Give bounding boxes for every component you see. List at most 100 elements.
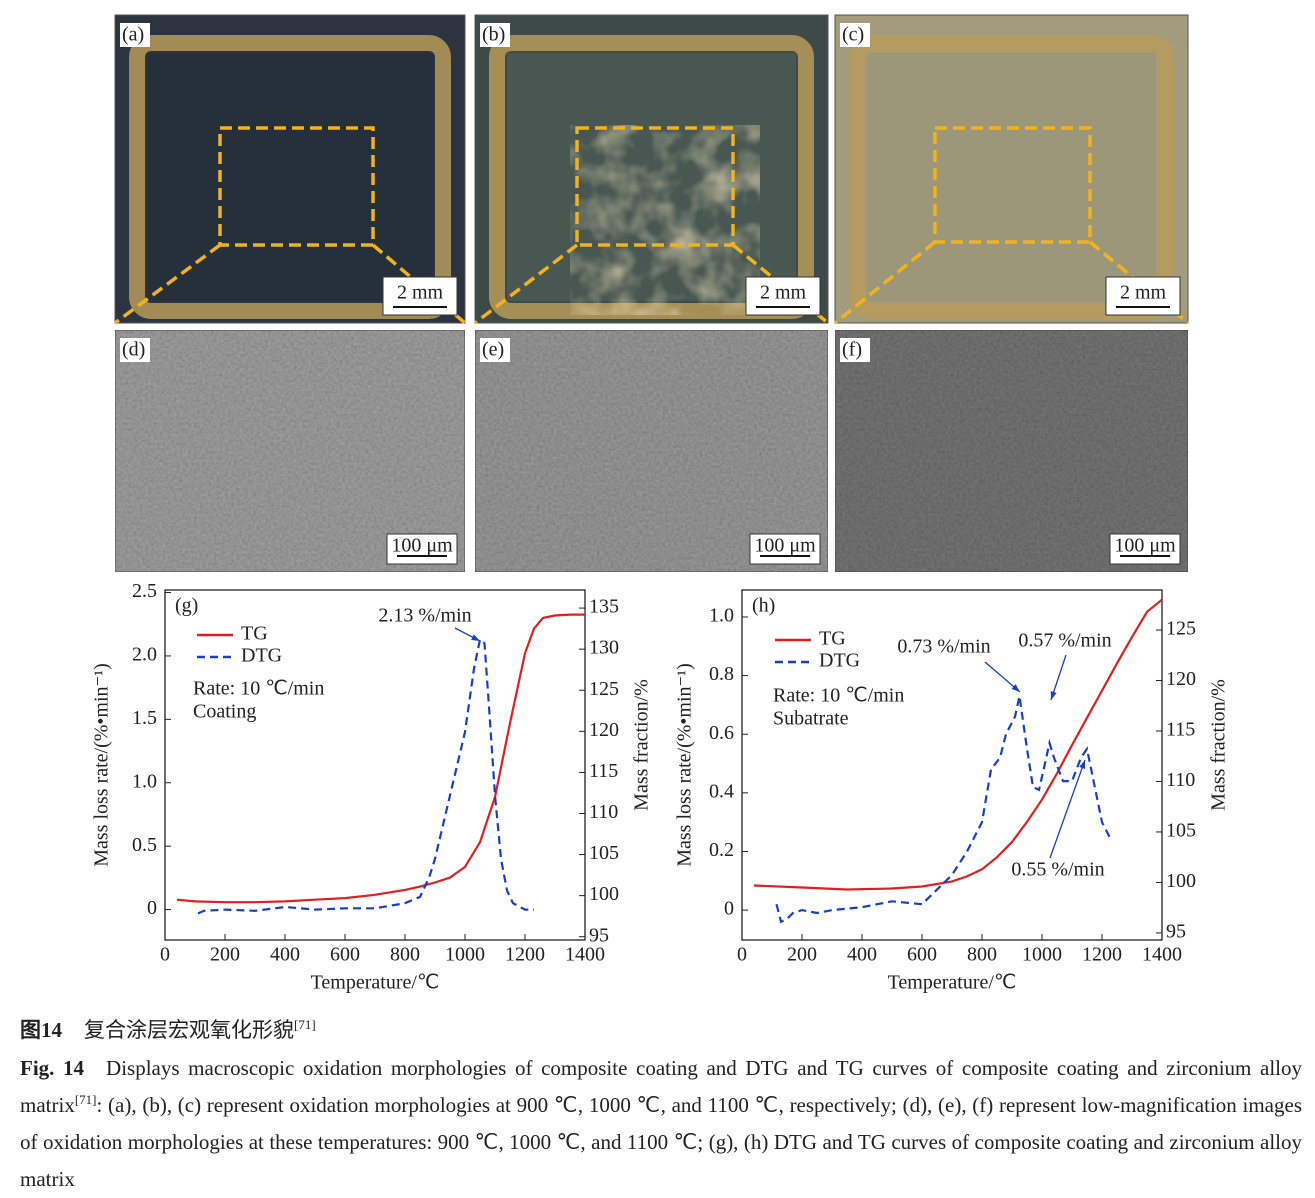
zoom-box (575, 126, 735, 247)
scale-bar-label: 100 μm (1114, 535, 1176, 557)
scale-bar-label: 2 mm (397, 282, 444, 304)
annotation: Rate: 10 ℃/min (773, 685, 904, 707)
y-tick-label: 0 (724, 898, 734, 920)
x-tick-label: 800 (967, 944, 997, 966)
y-tick-label: 0 (147, 897, 157, 919)
caption-text: 复合涂层宏观氧化形貌 (84, 1018, 294, 1042)
y2-tick-label: 120 (589, 719, 619, 741)
x-tick-label: 800 (390, 944, 420, 966)
x-tick-label: 400 (270, 944, 300, 966)
zoom-line (473, 243, 579, 325)
legend-label: DTG (241, 645, 282, 667)
legend-label: TG (819, 628, 846, 650)
zoom-line (833, 240, 937, 325)
y-tick-label: 2.0 (132, 644, 157, 666)
y-axis-label: Mass loss rate/(%•min⁻¹) (91, 663, 113, 867)
panel-label: (c) (842, 24, 864, 46)
scale-bar-box (386, 533, 458, 565)
zoom-box (933, 126, 1092, 244)
arrow-head (1079, 760, 1086, 769)
y2-tick-label: 125 (589, 678, 619, 700)
y2-tick-label: 100 (1166, 870, 1196, 892)
zoom-line (113, 243, 222, 325)
legend-label: TG (241, 623, 268, 645)
y2-tick-label: 120 (1166, 668, 1196, 690)
y2-tick-label: 135 (589, 596, 619, 618)
series-line (176, 613, 585, 904)
x-tick-label: 200 (210, 944, 240, 966)
x-tick-label: 1400 (1142, 944, 1182, 966)
y2-tick-label: 115 (589, 760, 618, 782)
x-tick-label: 1000 (1022, 944, 1062, 966)
panel-label: (h) (752, 595, 775, 617)
scale-bar-label: 2 mm (760, 282, 807, 304)
x-axis-label: Temperature/℃ (888, 972, 1017, 994)
scale-bar-box (1105, 276, 1181, 316)
scale-bar-label: 2 mm (1120, 282, 1167, 304)
y2-axis-label: Mass fraction/% (1208, 679, 1230, 811)
y2-tick-label: 95 (1166, 921, 1186, 943)
y-tick-label: 1.5 (132, 707, 157, 729)
x-tick-label: 200 (787, 944, 817, 966)
caption-text: : (a), (b), (c) represent oxidation morp… (20, 1093, 1302, 1191)
x-tick-label: 1000 (445, 944, 485, 966)
figure: (a) 2 mm (b) 2 mm (c) 2 mm (d) 100 μm (e) 100 μm (… (91, 14, 1230, 994)
photo-rim (129, 35, 451, 319)
photo-sample (867, 53, 1156, 301)
x-tick-label: 0 (737, 944, 747, 966)
y2-tick-label: 130 (589, 637, 619, 659)
scale-bar-box (745, 276, 821, 316)
scale-bar-label: 100 μm (391, 535, 453, 557)
panel-label-box (480, 23, 510, 47)
caption-label: 图14 (20, 1018, 62, 1042)
plot-frame (741, 589, 1163, 941)
photo (834, 329, 1189, 573)
x-axis-label: Temperature/℃ (311, 972, 440, 994)
photo (114, 329, 466, 573)
y2-axis-label: Mass fraction/% (631, 679, 653, 811)
y-tick-label: 1.0 (132, 770, 157, 792)
annotation: Subatrate (773, 708, 849, 730)
scale-bar-label: 100 μm (754, 535, 816, 557)
annotation: 0.57 %/min (1018, 630, 1111, 652)
photo-rim (849, 35, 1174, 319)
y2-tick-label: 125 (1166, 618, 1196, 640)
y-tick-label: 0.2 (709, 839, 734, 861)
annotation-arrow (1049, 759, 1086, 859)
x-tick-label: 400 (847, 944, 877, 966)
y2-tick-label: 105 (1166, 820, 1196, 842)
caption-label: Fig. 14 (20, 1056, 85, 1080)
annotation: 2.13 %/min (378, 605, 471, 627)
panel-label: (d) (122, 339, 145, 361)
legend-label: DTG (819, 650, 860, 672)
x-tick-label: 600 (330, 944, 360, 966)
caption-en: Fig. 14 Displays macroscopic oxidation mo… (20, 1050, 1302, 1198)
series-line (197, 637, 534, 915)
annotation: 0.73 %/min (897, 636, 990, 658)
annotation: Rate: 10 ℃/min (193, 678, 324, 700)
series-line (753, 598, 1163, 891)
y-tick-label: 0.5 (132, 834, 157, 856)
panel-label-box (120, 23, 150, 47)
panel-label: (g) (175, 595, 198, 617)
y-tick-label: 0.8 (709, 663, 734, 685)
y-axis-label: Mass loss rate/(%•min⁻¹) (674, 663, 696, 867)
y-tick-label: 1.0 (709, 605, 734, 627)
panel-label-box (480, 338, 510, 362)
y2-tick-label: 105 (589, 842, 619, 864)
caption-text: Displays macroscopic oxidation morpholog… (20, 1056, 1303, 1117)
panel-label: (e) (482, 339, 504, 361)
y2-tick-label: 115 (1166, 719, 1195, 741)
y2-tick-label: 110 (589, 801, 618, 823)
scale-bar-box (382, 276, 458, 316)
caption-ref: [71] (294, 1017, 316, 1032)
x-tick-label: 1400 (565, 944, 605, 966)
y2-tick-label: 110 (1166, 769, 1195, 791)
photo-sample (147, 53, 433, 301)
photo-stain (570, 125, 760, 315)
annotation: 0.55 %/min (1011, 859, 1104, 881)
annotation: Coating (193, 701, 256, 723)
y-tick-label: 0.4 (709, 780, 734, 802)
caption-ref: [71] (74, 1092, 97, 1107)
caption-cn: 图14 复合涂层宏观氧化形貌[71] (20, 1012, 1302, 1049)
